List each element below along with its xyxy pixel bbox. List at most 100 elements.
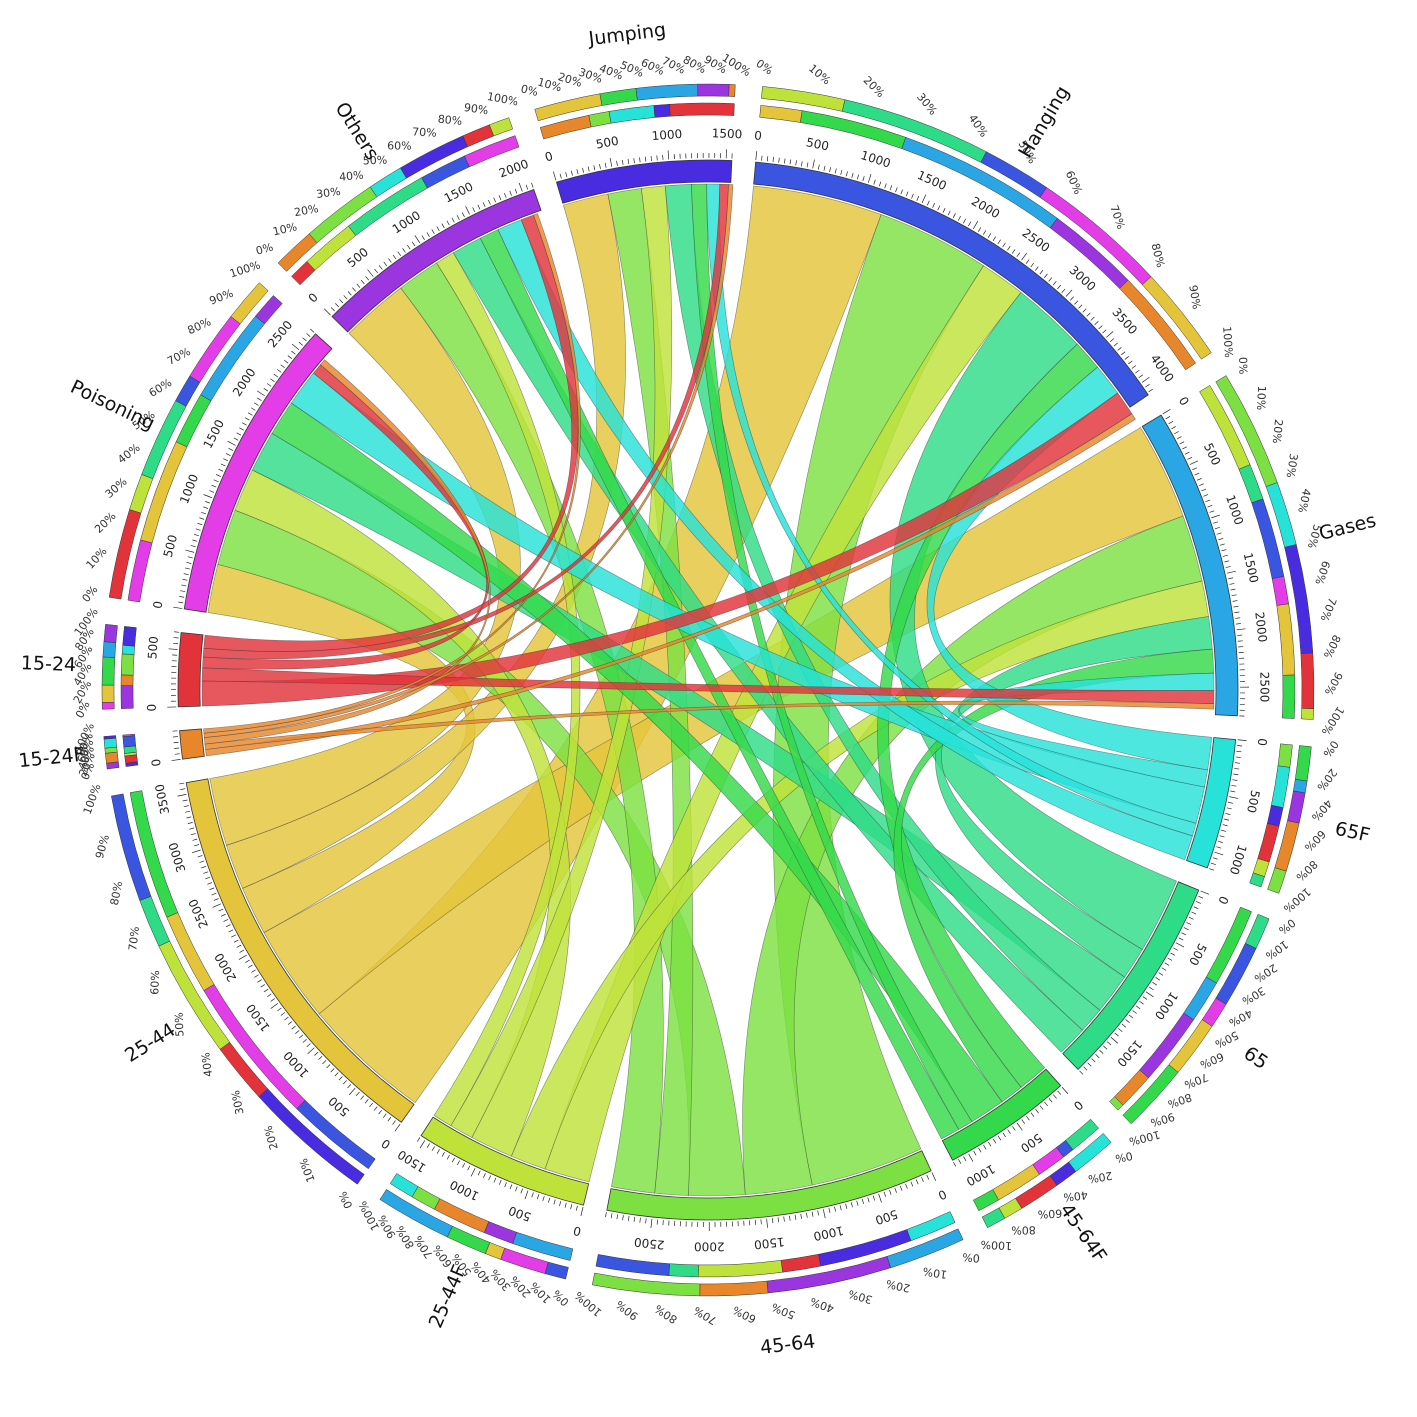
axis-tick-label: 2000 <box>212 951 239 984</box>
axis-tick <box>195 528 201 531</box>
axis-tick-label: 0 <box>543 149 554 165</box>
axis-tick-label: 0 <box>379 1136 393 1152</box>
axis-tick <box>889 1189 892 1195</box>
axis-tick <box>1007 245 1011 251</box>
axis-tick <box>755 151 757 161</box>
axis-tick <box>1209 510 1215 513</box>
axis-tick <box>552 171 557 181</box>
axis-tick <box>228 929 234 933</box>
ribbon-age2544-to-others <box>209 287 521 846</box>
axis-tick <box>1057 1090 1062 1095</box>
axis-tick <box>426 232 430 237</box>
axis-tick <box>174 753 180 755</box>
axis-tick <box>280 1012 286 1016</box>
axis-tick <box>414 235 421 244</box>
percent-tick-label: 60% <box>387 139 412 152</box>
axis-tick <box>609 157 613 167</box>
percent-tick-label: 70% <box>691 1304 719 1328</box>
axis-tick <box>382 1113 387 1118</box>
axis-tick <box>322 1060 327 1065</box>
percent-tick-label: 10% <box>922 1265 948 1282</box>
axis-tick <box>1216 846 1222 849</box>
percent-tick-label: 20% <box>293 202 319 219</box>
axis-tick <box>323 308 331 316</box>
percent-tick-label: 40% <box>966 112 991 140</box>
axis-tick <box>1211 514 1221 519</box>
axis-tick <box>1235 617 1241 619</box>
axis-tick <box>806 1212 808 1218</box>
percent-bar-piece-gases <box>1301 708 1314 720</box>
axis-tick <box>1026 1116 1030 1121</box>
axis-tick <box>1192 467 1198 471</box>
axis-tick <box>1113 342 1118 347</box>
axis-tick <box>1182 446 1187 450</box>
axis-tick <box>364 1099 369 1104</box>
axis-tick <box>905 191 909 197</box>
percent-tick-label: 60% <box>1312 559 1332 586</box>
percent-bar-piece-age4564 <box>699 1280 769 1297</box>
axis-tick <box>1070 296 1074 301</box>
axis-tick <box>515 1186 518 1192</box>
percent-tick-label: 60% <box>1302 827 1328 854</box>
axis-tick <box>203 871 209 874</box>
axis-tick <box>633 1216 636 1222</box>
axis-tick <box>1152 982 1157 986</box>
axis-tick <box>627 1216 630 1222</box>
axis-tick <box>251 969 256 973</box>
axis-tick <box>1226 570 1236 574</box>
axis-tick <box>1035 266 1039 271</box>
axis-tick <box>205 876 211 880</box>
segment-arc-age65f <box>1186 737 1237 869</box>
axis-tick <box>1187 456 1193 460</box>
axis-tick <box>867 1197 870 1203</box>
axis-tick <box>1227 801 1233 804</box>
percent-tick-label: 0% <box>962 1250 981 1265</box>
axis-tick <box>1052 281 1057 286</box>
percent-tick-label: 30% <box>229 1089 247 1116</box>
axis-tick <box>356 283 361 288</box>
percent-bar-piece-age65f <box>1294 745 1312 782</box>
axis-tick <box>182 578 188 581</box>
axis-tick <box>245 959 250 963</box>
axis-tick <box>213 898 219 901</box>
axis-tick-label: 1000 <box>964 1162 997 1189</box>
percent-tick-label: 0% <box>79 761 98 782</box>
axis-tick <box>1065 289 1073 297</box>
axis-tick <box>330 1068 335 1073</box>
percent-bar-piece-age1524f <box>122 735 136 748</box>
percent-bar-piece-others <box>464 135 520 168</box>
axis-tick <box>212 903 221 908</box>
axis-tick <box>1230 588 1236 591</box>
percent-bar-piece-gases <box>1276 603 1296 676</box>
ribbon-age1524f-to-poisoning <box>203 359 491 745</box>
axis-tick <box>1193 906 1199 910</box>
axis-tick <box>580 1207 584 1216</box>
axis-tick <box>314 1051 319 1056</box>
axis-tick <box>394 1123 401 1132</box>
axis-tick <box>766 1218 768 1228</box>
axis-tick <box>1086 312 1091 317</box>
axis-tick <box>987 233 992 238</box>
axis-tick <box>419 1140 426 1149</box>
axis-tick-label: 1500 <box>395 1147 428 1175</box>
axis-tick <box>1012 1126 1016 1131</box>
percent-tick-label: 30% <box>1283 453 1300 479</box>
axis-tick <box>957 215 961 221</box>
axis-tick <box>218 468 224 472</box>
percent-bar-piece-jumping <box>669 102 735 117</box>
axis-tick-label: 0 <box>306 290 321 305</box>
axis-tick <box>829 167 832 173</box>
axis-tick <box>239 949 245 953</box>
axis-tick <box>201 866 207 869</box>
ribbon-age65-to-gases <box>935 616 1213 978</box>
axis-tick <box>498 195 502 201</box>
axis-tick <box>1016 1122 1023 1131</box>
percent-tick-label: 70% <box>126 926 142 952</box>
percent-bar-piece-age1524f <box>103 737 118 749</box>
axis-tick-label: 500 <box>145 636 161 660</box>
percent-bar-piece-age1524 <box>101 656 116 686</box>
axis-tick <box>884 183 887 189</box>
axis-tick-label: 3500 <box>1109 305 1140 337</box>
percent-tick-label: 60% <box>1037 1206 1062 1220</box>
axis-tick <box>1229 583 1235 585</box>
